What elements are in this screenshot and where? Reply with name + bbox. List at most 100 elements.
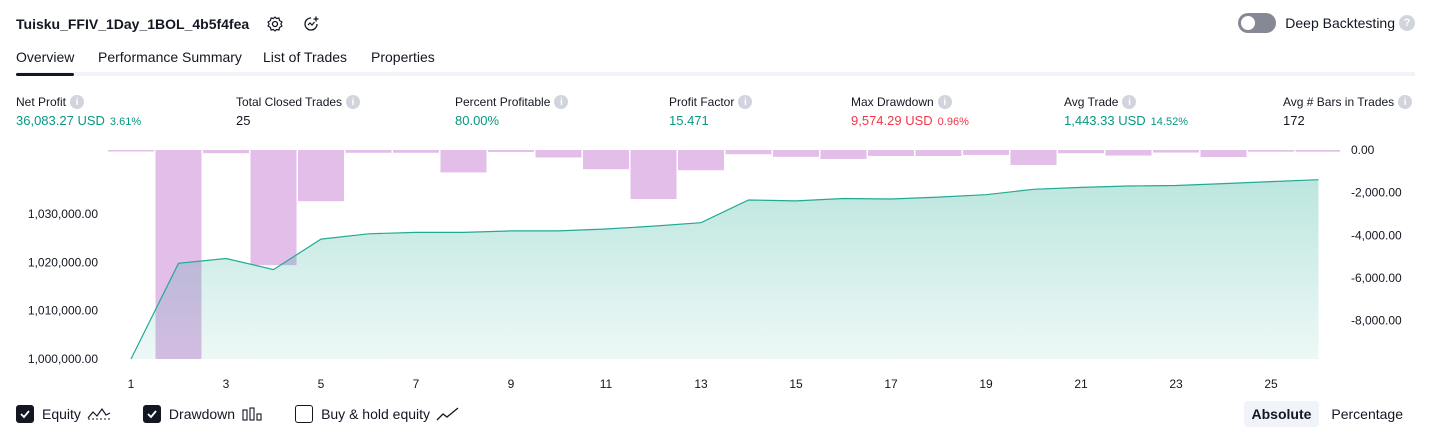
- tab-overview[interactable]: Overview: [16, 46, 75, 76]
- metric-label: Percent Profitable: [455, 95, 551, 109]
- drawdown-bar: [773, 150, 819, 157]
- legend-label: Buy & hold equity: [321, 406, 431, 422]
- drawdown-bar: [915, 150, 962, 156]
- equity-area: [131, 179, 1319, 359]
- drawdown-bar: [1058, 150, 1104, 154]
- metric-percent: 0.96%: [937, 116, 969, 128]
- toggle-knob: [1241, 16, 1256, 30]
- x-axis-tick: 17: [884, 377, 898, 391]
- metric-percent: 14.52%: [1150, 116, 1188, 128]
- left-axis-tick: 1,010,000.00: [28, 304, 98, 318]
- metric-value: 80.00%: [455, 113, 500, 128]
- right-axis-tick: -8,000.00: [1351, 314, 1402, 328]
- metric-percent-profitable: Percent Profitable i 80.00%: [455, 94, 569, 129]
- metric-net-profit: Net Profit i 36,083.27 USD 3.61%: [16, 94, 141, 129]
- deep-backtesting-label: Deep Backtesting: [1285, 15, 1395, 31]
- left-axis-tick: 1,030,000.00: [28, 207, 98, 221]
- deep-backtesting-toggle[interactable]: [1238, 13, 1277, 33]
- tab-performance-summary[interactable]: Performance Summary: [98, 49, 242, 65]
- right-axis-tick: 0.00: [1351, 143, 1375, 157]
- drawdown-bar: [963, 150, 1009, 155]
- equity-line: [130, 179, 1319, 360]
- left-axis-tick: 1,000,000.00: [28, 352, 98, 366]
- info-icon[interactable]: i: [738, 95, 753, 109]
- chart-legend: Equity Drawdown Buy & hold equity: [16, 403, 492, 425]
- equity-checkbox[interactable]: [16, 405, 34, 423]
- metric-label: Max Drawdown: [851, 95, 934, 109]
- metric-total-closed-trades: Total Closed Trades i 25: [236, 94, 361, 129]
- x-axis-tick: 5: [318, 377, 325, 391]
- metric-profit-factor: Profit Factor i 15.471: [669, 94, 753, 129]
- x-axis-tick: 21: [1074, 377, 1088, 391]
- info-icon[interactable]: i: [1122, 95, 1137, 109]
- info-icon[interactable]: i: [554, 95, 569, 109]
- metric-label: Net Profit: [16, 95, 67, 109]
- info-icon[interactable]: i: [70, 95, 85, 109]
- settings-icon[interactable]: [265, 14, 285, 34]
- equity-drawdown-chart: 1,000,000.00 1,010,000.00 1,020,000.00 1,03…: [28, 143, 1402, 391]
- drawdown-bar: [440, 150, 487, 173]
- scale-mode-switch: Absolute Percentage: [1240, 401, 1412, 427]
- metric-label: Avg # Bars in Trades: [1283, 95, 1395, 109]
- tab-properties[interactable]: Properties: [371, 49, 435, 65]
- drawdown-bar: [108, 150, 154, 152]
- drawdown-bar: [725, 150, 772, 155]
- legend-label: Drawdown: [168, 406, 236, 422]
- help-icon[interactable]: ?: [1399, 15, 1415, 31]
- equity-line-icon: [87, 406, 111, 422]
- metric-max-drawdown: Max Drawdown i 9,574.29 USD 0.96%: [851, 94, 969, 129]
- drawdown-bar: [1200, 150, 1247, 158]
- legend-drawdown[interactable]: Drawdown: [142, 405, 263, 423]
- mode-absolute[interactable]: Absolute: [1243, 401, 1320, 427]
- add-to-chart-icon[interactable]: [301, 14, 321, 34]
- info-icon[interactable]: i: [1398, 95, 1413, 109]
- metric-value: 172: [1283, 113, 1305, 128]
- x-axis-tick: 19: [979, 377, 993, 391]
- drawdown-bar: [298, 150, 344, 202]
- drawdown-bar: [345, 150, 392, 153]
- x-axis-tick: 25: [1264, 377, 1278, 391]
- x-axis-tick: 11: [600, 377, 613, 391]
- metric-label: Total Closed Trades: [236, 95, 343, 109]
- x-axis-tick: 15: [789, 377, 803, 391]
- x-axis-tick: 9: [508, 377, 515, 391]
- legend-label: Equity: [42, 406, 81, 422]
- info-icon[interactable]: i: [346, 95, 361, 109]
- drawdown-bar: [678, 150, 724, 171]
- strategy-header: Tuisku_FFIV_1Day_1BOL_4b5f4fea: [16, 12, 321, 36]
- deep-backtesting: Deep Backtesting ?: [1238, 13, 1415, 33]
- buy-hold-checkbox[interactable]: [295, 405, 314, 423]
- drawdown-checkbox[interactable]: [142, 405, 161, 423]
- metric-percent: 3.61%: [109, 116, 142, 128]
- drawdown-bar: [535, 150, 582, 158]
- drawdown-bar: [1248, 150, 1294, 152]
- info-icon[interactable]: i: [937, 95, 952, 109]
- drawdown-bar: [1010, 150, 1057, 165]
- drawdown-bar: [250, 150, 297, 266]
- report-tabs: Overview Performance Summary List of Tra…: [16, 46, 1415, 76]
- legend-equity[interactable]: Equity: [16, 405, 111, 423]
- metric-value: 9,574.29 USD: [851, 113, 933, 128]
- x-axis-tick: 7: [413, 377, 420, 391]
- metric-value: 1,443.33 USD: [1064, 113, 1146, 128]
- metric-label: Profit Factor: [669, 95, 735, 109]
- mode-percentage[interactable]: Percentage: [1331, 406, 1403, 422]
- metric-value: 15.471: [669, 113, 709, 128]
- strategy-name: Tuisku_FFIV_1Day_1BOL_4b5f4fea: [16, 16, 250, 32]
- metric-avg-trade: Avg Trade i 1,443.33 USD 14.52%: [1064, 94, 1188, 129]
- right-axis-tick: -2,000.00: [1351, 186, 1402, 200]
- x-axis-tick: 1: [128, 377, 135, 391]
- right-axis-tick: -4,000.00: [1351, 228, 1402, 242]
- x-axis-tick: 13: [694, 377, 708, 391]
- drawdown-bars-icon: [241, 406, 263, 422]
- drawdown-bar: [630, 150, 677, 200]
- drawdown-bar: [820, 150, 867, 159]
- metric-value: 36,083.27 USD: [16, 113, 105, 128]
- drawdown-bar: [203, 150, 249, 154]
- drawdown-bar: [1295, 150, 1340, 152]
- drawdown-bar: [868, 150, 914, 156]
- tab-list-of-trades[interactable]: List of Trades: [263, 49, 348, 65]
- legend-buy-hold[interactable]: Buy & hold equity: [295, 405, 460, 423]
- drawdown-bar: [583, 150, 629, 170]
- x-axis-tick: 23: [1169, 377, 1183, 391]
